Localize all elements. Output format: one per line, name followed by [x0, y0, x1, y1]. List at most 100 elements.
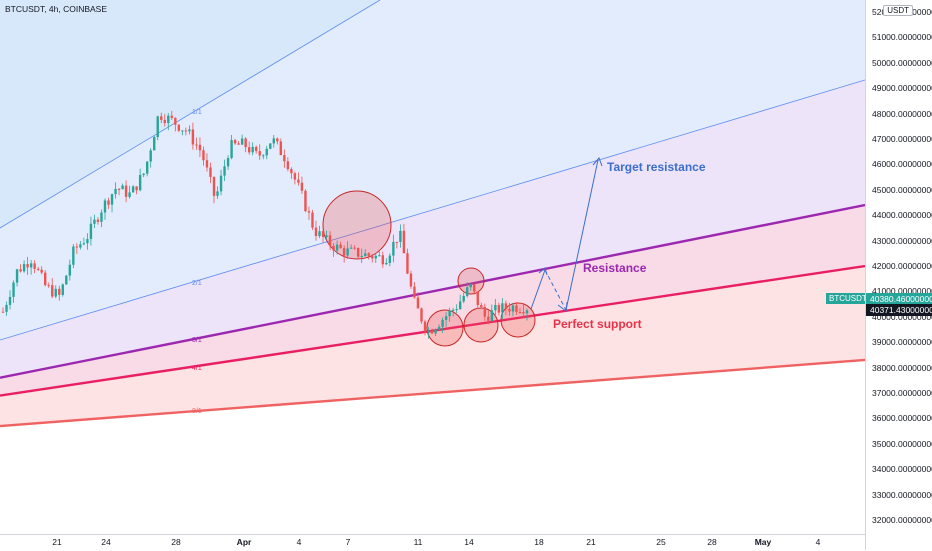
candle-body [314, 227, 318, 237]
candle-body [335, 244, 339, 251]
time-tick: 28 [707, 537, 717, 547]
chart-canvas[interactable] [0, 0, 865, 534]
candle-body [342, 248, 346, 256]
candle-body [473, 284, 476, 292]
candle-body [79, 244, 82, 248]
candle-body [219, 175, 223, 192]
candle-body [170, 115, 174, 118]
lower-line [0, 358, 865, 428]
candle-body [437, 326, 441, 330]
candle-body [328, 235, 332, 246]
support-line [0, 264, 865, 397]
time-tick: 14 [464, 537, 474, 547]
symbol-title: BTCUSDT, 4h, COINBASE [5, 4, 108, 14]
candle-body [247, 147, 251, 153]
candle-body [297, 179, 300, 183]
candle-body [325, 235, 328, 237]
price-tick: 46000.00000000 [872, 159, 932, 170]
candle-body [487, 316, 490, 321]
channel-bands [0, 0, 865, 427]
time-axis[interactable]: 21 24 28 Apr 4 7 11 14 18 21 25 28 May 4 [0, 534, 865, 551]
candle-body [131, 186, 135, 193]
candle-body [26, 264, 29, 268]
candle-body [480, 305, 483, 307]
candle-body [82, 243, 86, 245]
price-tick: 49000.00000000 [872, 83, 932, 94]
candle-body [360, 256, 363, 258]
candle-body [300, 182, 304, 191]
candle-body [413, 286, 416, 298]
candle-body [230, 140, 233, 159]
candle-body [89, 223, 93, 240]
candle-body [269, 143, 272, 149]
candle-body [75, 246, 79, 248]
candle-body [420, 308, 423, 322]
candles [1, 110, 529, 339]
candle-body [216, 191, 219, 196]
highlight-circle [322, 190, 392, 260]
candle-body [33, 263, 36, 269]
trend-lines [0, 0, 865, 428]
price-tick: 43000.00000000 [872, 235, 932, 246]
time-tick: 25 [656, 537, 666, 547]
candle-body [191, 129, 195, 145]
candle-body [96, 219, 100, 222]
candle-body [476, 291, 479, 306]
price-tick: 41000.00000000 [872, 286, 932, 297]
price-tick: 37000.00000000 [872, 388, 932, 398]
resistance-support-band [0, 205, 865, 396]
price-axis[interactable]: 52000.0000000051000.0000000050000.000000… [865, 0, 932, 550]
candle-body [15, 269, 19, 283]
currency-badge[interactable]: USDT [883, 5, 913, 16]
candle-body [114, 188, 117, 195]
candle-body [160, 116, 163, 120]
fib-label-4: 4/1 [192, 365, 202, 372]
candle-body [65, 275, 68, 285]
candle-body [483, 306, 486, 317]
candle-body [209, 167, 212, 177]
candle-body [223, 166, 226, 176]
candle-body [388, 255, 392, 263]
candle-body [508, 308, 511, 312]
candle-body [307, 211, 311, 213]
time-tick: 28 [171, 537, 181, 547]
chart-area[interactable]: BTCUSDT, 4h, COINBASE Target resistance … [0, 0, 865, 534]
candle-body [19, 269, 22, 272]
candle-body [240, 138, 244, 145]
candle-body [364, 253, 367, 257]
candle-body [497, 305, 501, 313]
price-tick: 45000.00000000 [872, 184, 932, 195]
projection-arrows [530, 157, 603, 312]
candle-body [304, 190, 307, 212]
resistance-line [0, 203, 865, 379]
candle-body [458, 301, 462, 310]
price-tick: 33000.00000000 [872, 489, 932, 500]
candle-body [283, 155, 286, 162]
candle-body [72, 246, 75, 265]
candle-body [184, 130, 188, 132]
candle-body [177, 124, 181, 131]
target-resistance-line [0, 79, 865, 341]
candle-body [181, 130, 184, 132]
price-tick: 51000.00000000 [872, 32, 932, 43]
candle-body [385, 262, 388, 265]
time-tick: 24 [101, 537, 111, 547]
mid-channel-band [0, 80, 865, 378]
candle-body [399, 230, 402, 242]
price-tick: 38000.00000000 [872, 362, 932, 373]
time-tick: 11 [413, 537, 423, 547]
candle-body [29, 263, 33, 268]
candle-body [54, 288, 57, 297]
price-tick: 44000.00000000 [872, 210, 932, 221]
arrowhead-3 [592, 157, 603, 167]
price-tick: 47000.00000000 [872, 134, 932, 144]
time-tick: 4 [815, 537, 821, 547]
price-tick: 35000.00000000 [872, 438, 932, 449]
candle-body [276, 138, 279, 142]
price-tick: 42000.00000000 [872, 261, 932, 271]
candle-body [430, 331, 434, 334]
candle-body [451, 309, 455, 311]
candle-body [100, 212, 103, 222]
arrow-up-1 [530, 269, 546, 310]
candle-body [381, 255, 385, 265]
